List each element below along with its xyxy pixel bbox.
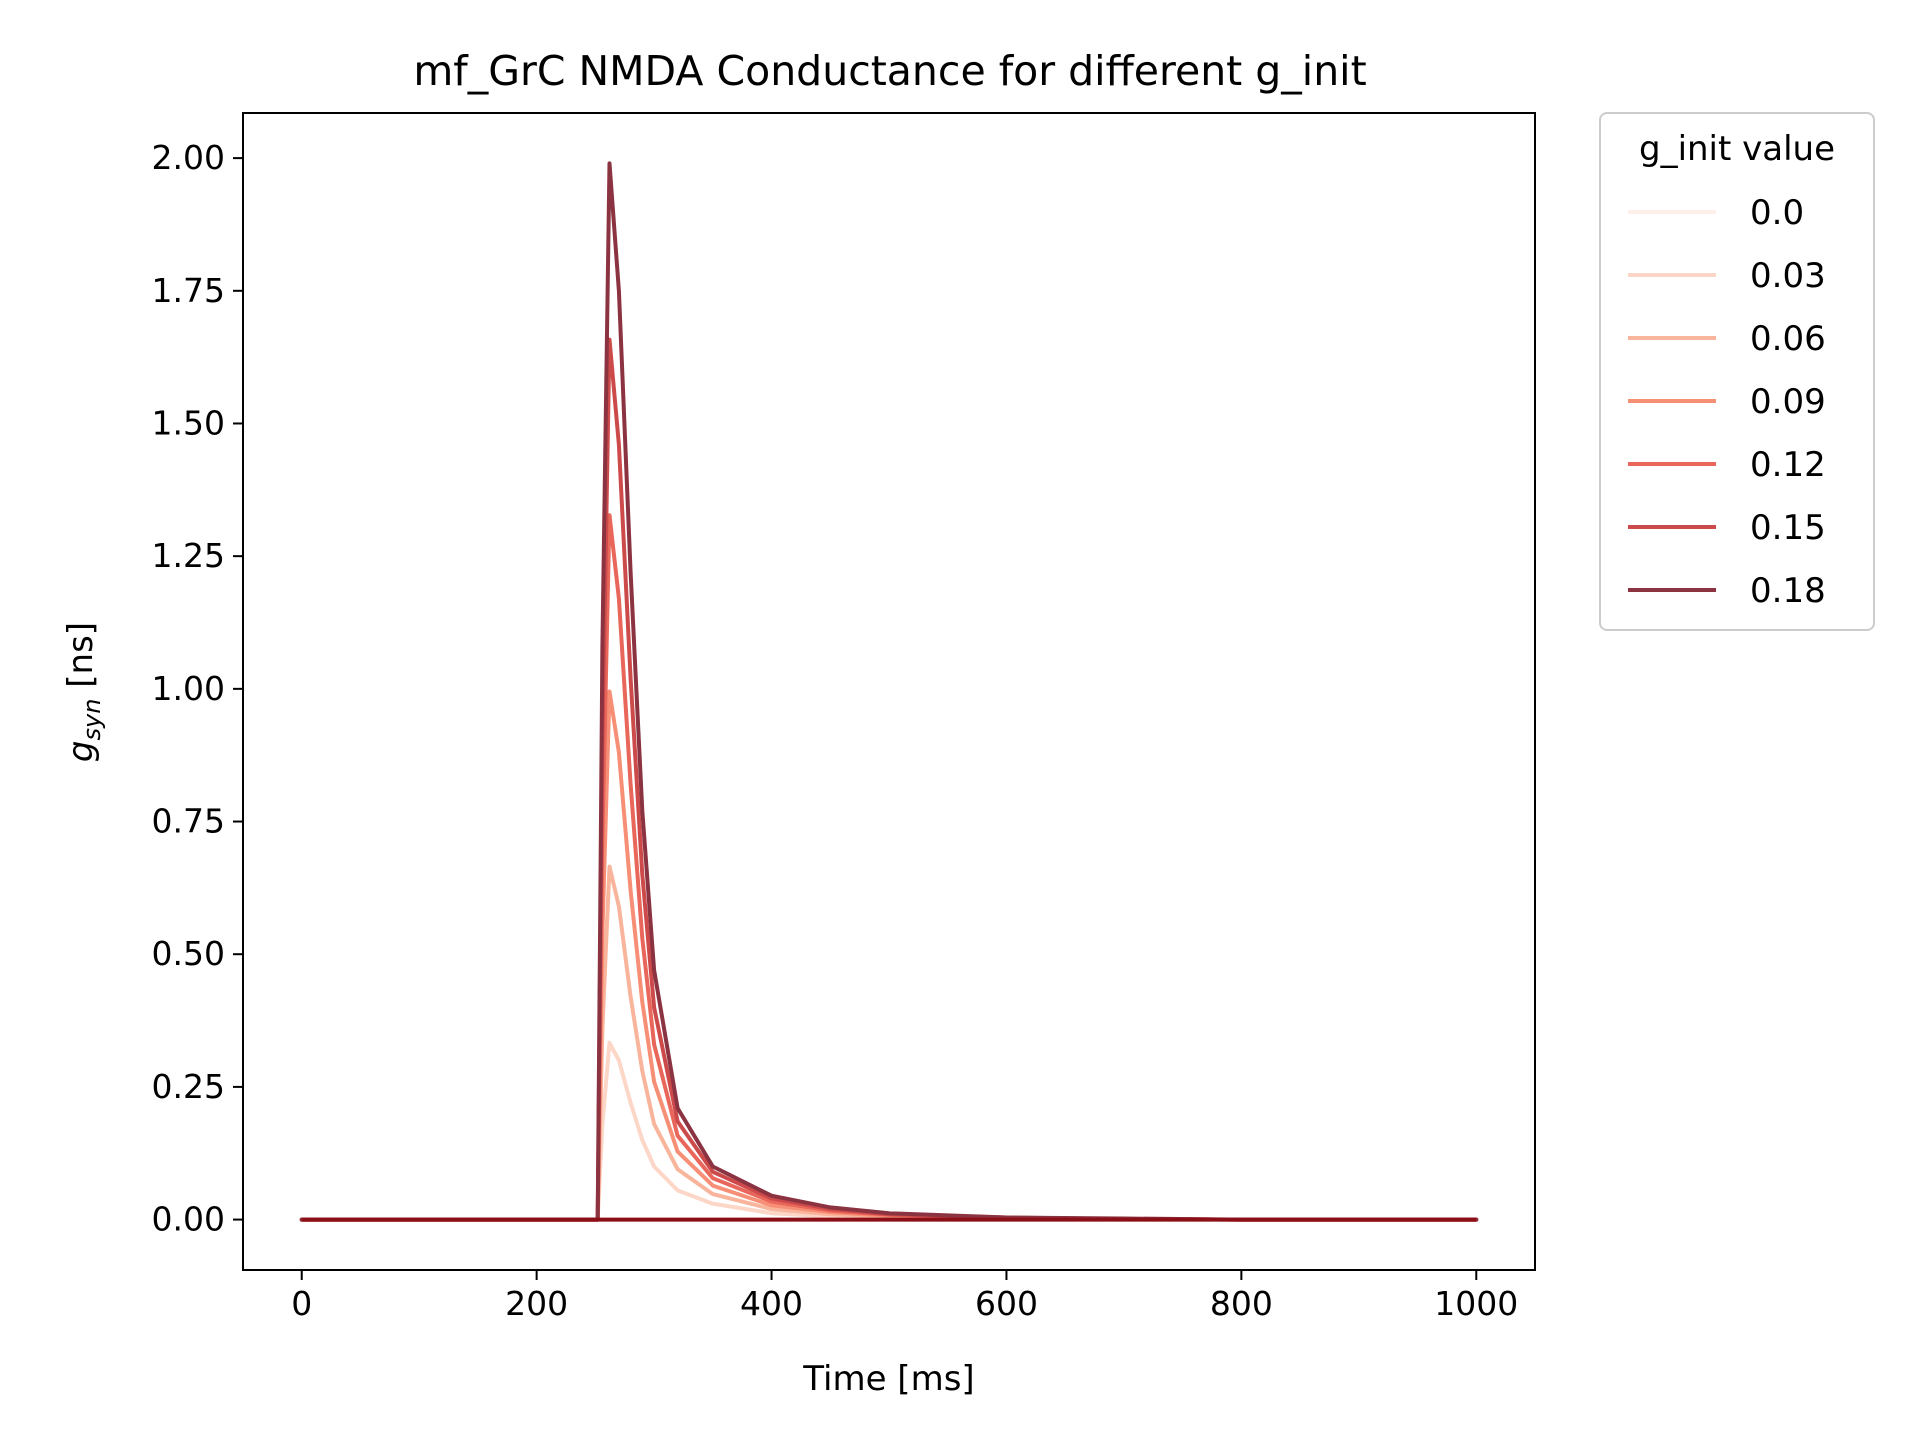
legend-box <box>1599 112 1875 631</box>
x-tick-label: 1000 <box>1434 1284 1518 1323</box>
y-tick-label: 2.00 <box>152 138 225 177</box>
chart-title: mf_GrC NMDA Conductance for different g_… <box>413 47 1366 95</box>
legend-label: 0.18 <box>1750 571 1826 611</box>
x-tick-label: 800 <box>1210 1284 1273 1323</box>
x-axis: 0 200 400 600 800 1000 <box>291 1270 1518 1323</box>
x-tick-label: 200 <box>505 1284 568 1323</box>
legend: g_init value 0.0 0.03 0.06 0.09 0.12 0.15 0.18 <box>1599 112 1875 631</box>
y-tick-label: 0.25 <box>152 1067 225 1106</box>
plot-area <box>242 112 1536 1271</box>
y-axis-label-subscript: syn <box>78 699 106 741</box>
legend-label: 0.12 <box>1750 445 1826 485</box>
y-tick-label: 1.50 <box>152 403 225 442</box>
x-tick-label: 400 <box>740 1284 803 1323</box>
x-tick-label: 0 <box>291 1284 312 1323</box>
y-tick-label: 1.75 <box>152 271 225 310</box>
y-tick-label: 1.00 <box>152 669 225 708</box>
y-axis: 0.00 0.25 0.50 0.75 1.00 1.25 1.50 1.75 2.00 <box>152 138 243 1239</box>
x-tick-label: 600 <box>975 1284 1038 1323</box>
y-axis-label-unit: [ns] <box>61 622 101 699</box>
plot-frame <box>242 112 1536 1271</box>
y-axis-label: gsyn [ns] <box>61 622 106 762</box>
series-layer <box>299 161 1479 1222</box>
x-axis-label: Time [ms] <box>802 1359 974 1399</box>
y-tick-label: 0.75 <box>152 802 225 841</box>
legend-label: 0.09 <box>1750 382 1826 422</box>
legend-label: 0.06 <box>1750 319 1826 359</box>
legend-label: 0.03 <box>1750 256 1826 296</box>
y-tick-label: 0.00 <box>152 1200 225 1239</box>
y-tick-label: 0.50 <box>152 934 225 973</box>
legend-label: 0.15 <box>1750 508 1826 548</box>
legend-label: 0.0 <box>1750 193 1804 233</box>
y-tick-label: 1.25 <box>152 536 225 575</box>
legend-title: g_init value <box>1639 129 1835 169</box>
legend-entries: 0.0 0.03 0.06 0.09 0.12 0.15 0.18 <box>1628 193 1826 611</box>
y-axis-label-symbol: g <box>61 740 101 762</box>
